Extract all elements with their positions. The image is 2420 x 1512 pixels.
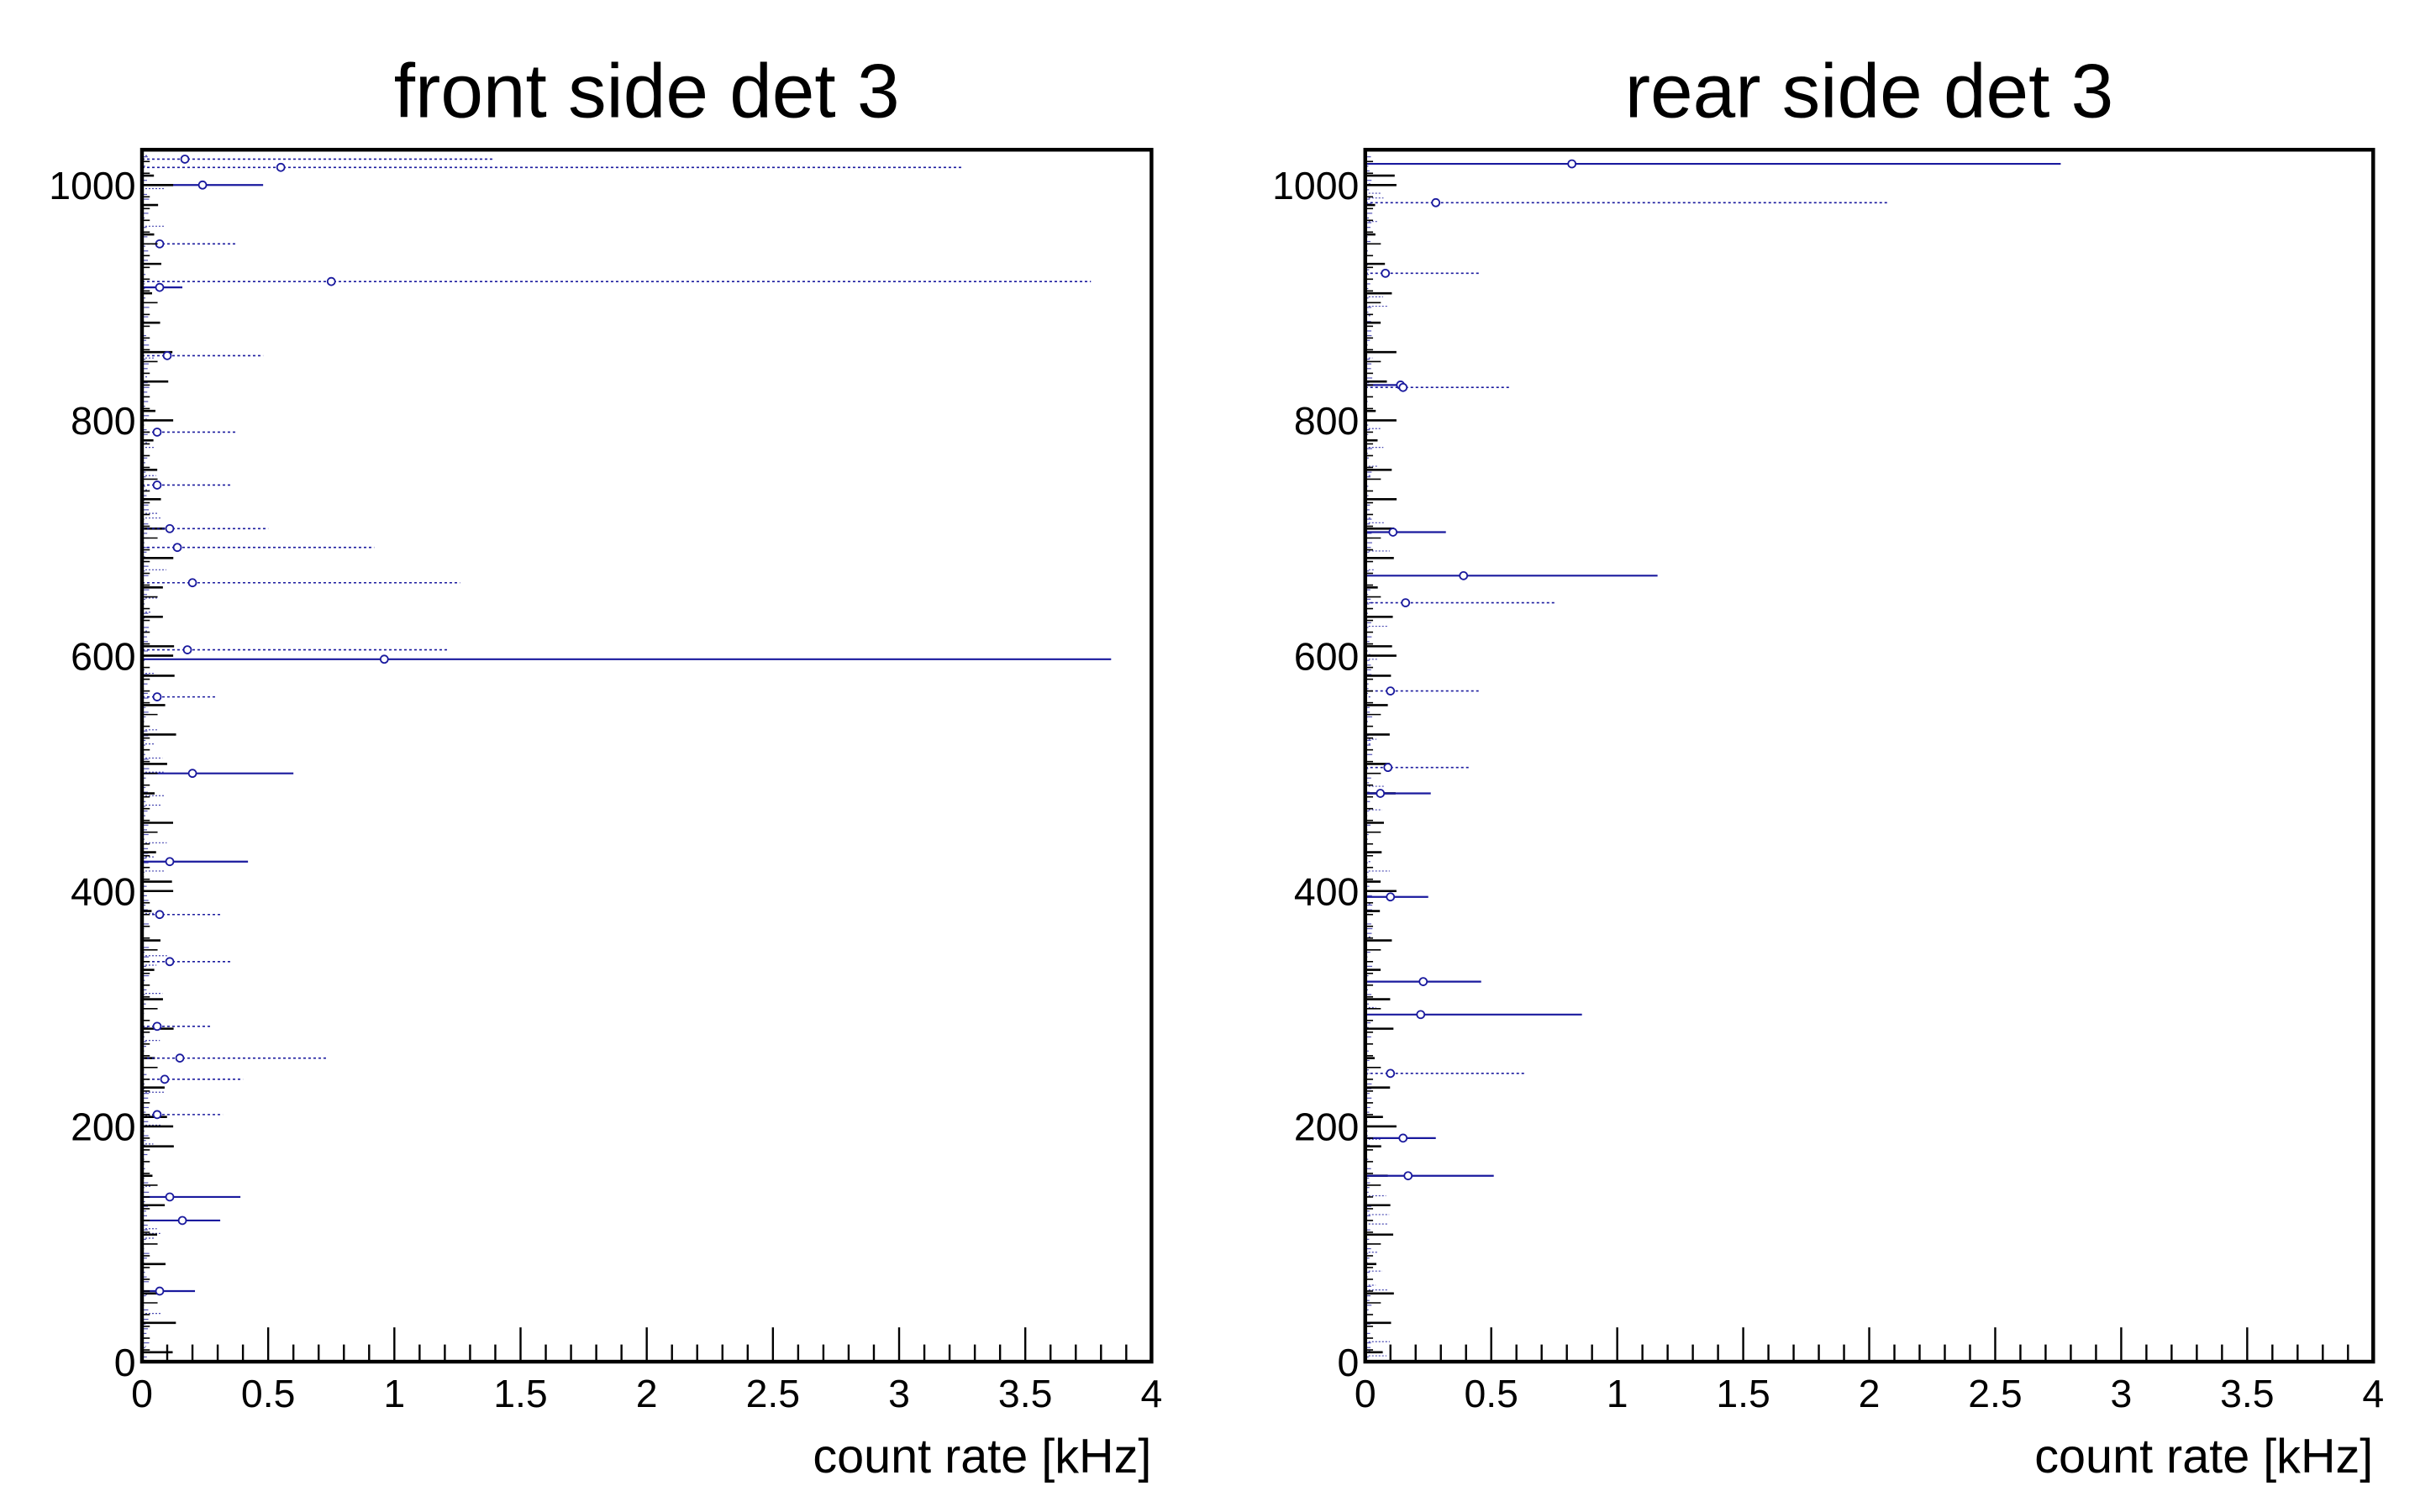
data-point xyxy=(160,1074,170,1084)
data-point xyxy=(1431,197,1441,207)
data-point xyxy=(1376,789,1386,798)
x-tick-label: 1 xyxy=(383,1372,405,1415)
data-point xyxy=(152,480,162,490)
data-point xyxy=(1567,159,1577,169)
panel-title: front side det 3 xyxy=(394,49,900,134)
data-point xyxy=(326,276,336,286)
data-marks xyxy=(141,155,1112,1296)
x-tick-label: 0 xyxy=(131,1372,153,1415)
data-point xyxy=(1381,268,1391,278)
tick-marks xyxy=(140,149,1153,1363)
x-tick-label: 3.5 xyxy=(2220,1372,2275,1415)
x-tick-label: 0.5 xyxy=(241,1372,296,1415)
data-point xyxy=(1416,1010,1426,1020)
data-point xyxy=(197,180,208,190)
data-point xyxy=(1403,1171,1413,1181)
data-point xyxy=(172,543,182,553)
data-point xyxy=(152,1110,162,1120)
data-point xyxy=(1398,382,1408,392)
data-point xyxy=(1401,598,1411,607)
x-tick-label: 0 xyxy=(1355,1372,1376,1415)
data-point xyxy=(1388,528,1398,537)
y-tick-label: 600 xyxy=(1294,634,1359,678)
data-point xyxy=(180,155,190,164)
x-tick-label: 3.5 xyxy=(998,1372,1053,1415)
data-point xyxy=(1459,570,1469,580)
data-marks xyxy=(1365,159,2061,1181)
data-point xyxy=(155,282,165,292)
data-point xyxy=(1383,763,1393,773)
x-tick-label: 3 xyxy=(2111,1372,2133,1415)
panel-title: rear side det 3 xyxy=(1625,49,2114,134)
x-axis-label: count rate [kHz] xyxy=(2034,1430,2373,1483)
data-point xyxy=(165,523,175,533)
y-tick-label: 600 xyxy=(71,634,135,678)
data-point xyxy=(276,162,286,172)
x-tick-label: 4 xyxy=(1140,1372,1162,1415)
x-tick-label: 1.5 xyxy=(1716,1372,1770,1415)
x-axis-label: count rate [kHz] xyxy=(813,1430,1151,1483)
data-point xyxy=(162,351,172,360)
data-point xyxy=(152,428,162,437)
data-point xyxy=(187,578,197,588)
data-point xyxy=(165,1192,175,1202)
y-tick-label: 400 xyxy=(1294,869,1359,913)
data-point xyxy=(187,769,197,779)
x-tick-label: 4 xyxy=(2362,1372,2384,1415)
front-side-panel: front side det 3 count rate [kHz] 0 0.5 … xyxy=(49,49,1162,1483)
data-point xyxy=(1386,1068,1396,1079)
rear-side-panel: rear side det 3 count rate [kHz] 0 0.5 1… xyxy=(1272,49,2384,1483)
y-tick-label: 400 xyxy=(71,869,135,913)
x-tick-labels: 0 0.5 1 1.5 2 2.5 3 3.5 4 xyxy=(1355,1372,2384,1415)
data-point xyxy=(1398,1133,1408,1143)
x-tick-label: 1.5 xyxy=(493,1372,548,1415)
x-tick-label: 2.5 xyxy=(746,1372,801,1415)
x-tick-labels: 0 0.5 1 1.5 2 2.5 3 3.5 4 xyxy=(131,1372,1162,1415)
data-point xyxy=(155,1286,165,1296)
data-point xyxy=(379,654,389,664)
plot-frame xyxy=(139,148,1154,1364)
y-tick-label: 0 xyxy=(1338,1341,1360,1384)
y-tick-label: 200 xyxy=(1294,1105,1359,1149)
y-tick-labels: 0 200 400 600 800 1000 xyxy=(1272,164,1359,1384)
x-tick-label: 2 xyxy=(1859,1372,1881,1415)
data-point xyxy=(1386,892,1396,902)
y-tick-label: 800 xyxy=(1294,399,1359,443)
data-point xyxy=(177,1215,187,1226)
x-tick-label: 2 xyxy=(636,1372,658,1415)
data-point xyxy=(165,857,175,867)
x-tick-label: 3 xyxy=(888,1372,910,1415)
data-point xyxy=(152,692,162,701)
x-tick-label: 0.5 xyxy=(1464,1372,1518,1415)
data-point xyxy=(1418,977,1428,986)
y-tick-label: 200 xyxy=(71,1105,135,1149)
y-tick-label: 0 xyxy=(114,1341,136,1384)
y-tick-label: 800 xyxy=(71,399,135,443)
plot-frame xyxy=(1363,148,2375,1364)
y-tick-label: 1000 xyxy=(49,164,135,207)
x-tick-label: 2.5 xyxy=(1968,1372,2023,1415)
data-point xyxy=(152,1021,162,1032)
data-point xyxy=(155,910,165,920)
data-point xyxy=(1386,686,1396,696)
data-point xyxy=(165,957,175,967)
x-tick-label: 1 xyxy=(1607,1372,1628,1415)
data-point xyxy=(175,1053,185,1063)
y-tick-labels: 0 200 400 600 800 1000 xyxy=(49,164,135,1384)
data-point xyxy=(182,645,192,654)
y-tick-label: 1000 xyxy=(1272,164,1359,207)
